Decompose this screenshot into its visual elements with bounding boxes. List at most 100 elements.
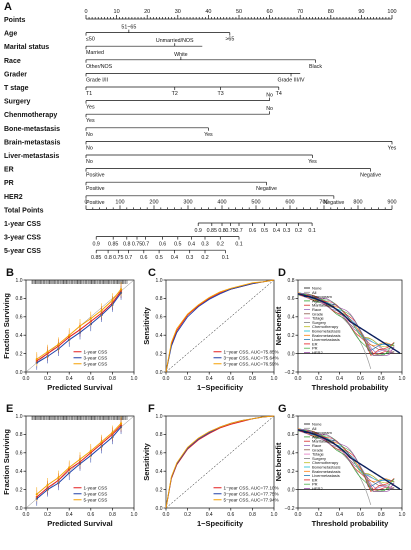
var-label-age: 51~65 <box>121 25 136 31</box>
calibration-point <box>57 343 60 346</box>
var-label-chemo: No <box>266 106 273 112</box>
dca-legend-label: Grade <box>312 447 324 452</box>
survival-tick-label: 0.5 <box>261 228 268 234</box>
panel-letter-a: A <box>4 1 12 13</box>
y-tick-label: 0.2 <box>156 351 163 357</box>
x-axis-label: Predicted Survival <box>47 519 112 528</box>
calibration-point <box>119 288 123 291</box>
y-tick-label: 1.0 <box>16 414 23 420</box>
survival-tick-label: 0.9 <box>93 242 100 248</box>
y-axis-label: Fraction Surviving <box>2 293 11 359</box>
var-label-chemo: Yes <box>86 118 95 124</box>
calibration-point <box>111 431 114 434</box>
x-tick-label: 0.8 <box>249 376 256 382</box>
dca-legend-label: HER2 <box>312 486 323 491</box>
y-tick-label: 0.4 <box>156 469 163 475</box>
x-tick-label: 0.6 <box>227 512 234 518</box>
legend-label-E: 5-year CSS <box>84 498 108 503</box>
x-tick-label: 0.2 <box>44 512 51 518</box>
dca-variable-line-12 <box>297 428 395 492</box>
var-label-race: Black <box>309 64 322 70</box>
row-label-tstage: T stage <box>4 85 29 92</box>
x-axis-label: Threshold probability <box>312 519 389 528</box>
y-tick-label: −0.2 <box>285 370 295 376</box>
x-tick-label: 1.0 <box>399 376 406 382</box>
y-tick-label: 1.0 <box>16 278 23 284</box>
y-tick-label: −0.2 <box>285 506 295 512</box>
survival-tick-label: 0.6 <box>159 242 166 248</box>
survival-tick-label: 0.8 <box>218 228 225 234</box>
row-label-er: ER <box>4 167 14 174</box>
var-label-grader: Grade I/II <box>86 77 108 83</box>
points-tick-label: 100 <box>387 9 396 15</box>
survival-tick-label: 0.8 <box>123 242 130 248</box>
points-tick-label: 30 <box>175 9 181 15</box>
var-label-surgery: No <box>266 93 273 99</box>
dca-legend-label: Tstage <box>312 452 325 457</box>
points-tick-label: 20 <box>144 9 150 15</box>
calibration-point <box>35 358 38 361</box>
calibration-point <box>78 458 82 461</box>
var-label-tstage: T4 <box>276 91 282 97</box>
survival-tick-label: 0.85 <box>91 255 101 261</box>
survival-tick-label: 0.4 <box>171 255 178 261</box>
total-tick-label: 200 <box>149 199 158 205</box>
x-tick-label: 1.0 <box>399 512 406 518</box>
var-label-tstage: T3 <box>218 91 224 97</box>
y-tick-label: 1.0 <box>156 414 163 420</box>
calibration-plot-e: 0.0 0.2 0.4 0.6 0.8 1.0 0.0 0.2 0.4 0.6 0.8 1.0 Pred… <box>2 414 138 528</box>
y-tick-label: 0.0 <box>288 351 295 357</box>
row-label-liver: Liver-metastasis <box>4 153 59 160</box>
row-label-her2: HER2 <box>4 194 23 201</box>
legend-label-B: 3-year CSS <box>84 356 108 361</box>
dca-legend-label: Nomogram <box>312 294 332 299</box>
survival-tick-label: 0.1 <box>235 242 242 248</box>
x-tick-label: 1.0 <box>131 376 138 382</box>
var-label-grader: Grade III/IV <box>277 77 305 83</box>
reference-line-F <box>165 415 275 509</box>
total-tick-label: 0 <box>84 199 87 205</box>
dca-variable-line-12 <box>297 292 395 356</box>
survival-tick-label: 0.85 <box>108 242 118 248</box>
calibration-point <box>46 350 49 353</box>
survival-tick-label: 0.75 <box>132 242 142 248</box>
y-tick-label: 0.6 <box>288 296 295 302</box>
panel-letter-e: E <box>6 403 13 415</box>
panel-letter-b: B <box>6 267 14 279</box>
panel-letter-d: D <box>278 267 286 279</box>
x-tick-label: 0.0 <box>23 512 30 518</box>
survival-tick-label: 0.7 <box>142 242 149 248</box>
calibration-point <box>68 334 71 337</box>
dca-variable-line-10 <box>297 294 395 356</box>
y-tick-label: 1.0 <box>156 278 163 284</box>
points-tick-label: 50 <box>236 9 242 15</box>
y-tick-label: 0.6 <box>16 315 23 321</box>
var-label-tstage: T2 <box>172 91 178 97</box>
roc-curve-2 <box>165 279 275 373</box>
survival-tick-label: 0.75 <box>113 255 123 261</box>
roc-curve-1 <box>165 279 275 373</box>
panel-letter-f: F <box>148 403 155 415</box>
var-label-tstage: T1 <box>86 91 92 97</box>
total-tick-label: 600 <box>285 199 294 205</box>
y-tick-label: 0.2 <box>288 333 295 339</box>
points-tick-label: 80 <box>328 9 334 15</box>
x-tick-label: 0.8 <box>109 376 116 382</box>
var-label-er: Positive <box>86 173 105 179</box>
x-tick-label: 0.6 <box>87 376 94 382</box>
reference-line-C <box>165 279 275 373</box>
survival-tick-label: 0.9 <box>195 228 202 234</box>
dca-legend-label: Brainmetastasis <box>312 469 340 474</box>
y-tick-label: 0.6 <box>288 432 295 438</box>
survival-tick-label: 0.4 <box>273 228 280 234</box>
var-label-er: Negative <box>360 173 381 179</box>
x-tick-label: 0.0 <box>163 376 170 382</box>
y-axis-label: Sensitivity <box>142 306 151 344</box>
survival-tick-label: 0.7 <box>235 228 242 234</box>
var-label-surgery: Yes <box>86 105 95 111</box>
survival-tick-label: 0.1 <box>308 228 315 234</box>
var-label-liver: Yes <box>308 159 317 165</box>
survival-tick-label: 0.6 <box>140 255 147 261</box>
x-tick-label: 0.2 <box>315 376 322 382</box>
